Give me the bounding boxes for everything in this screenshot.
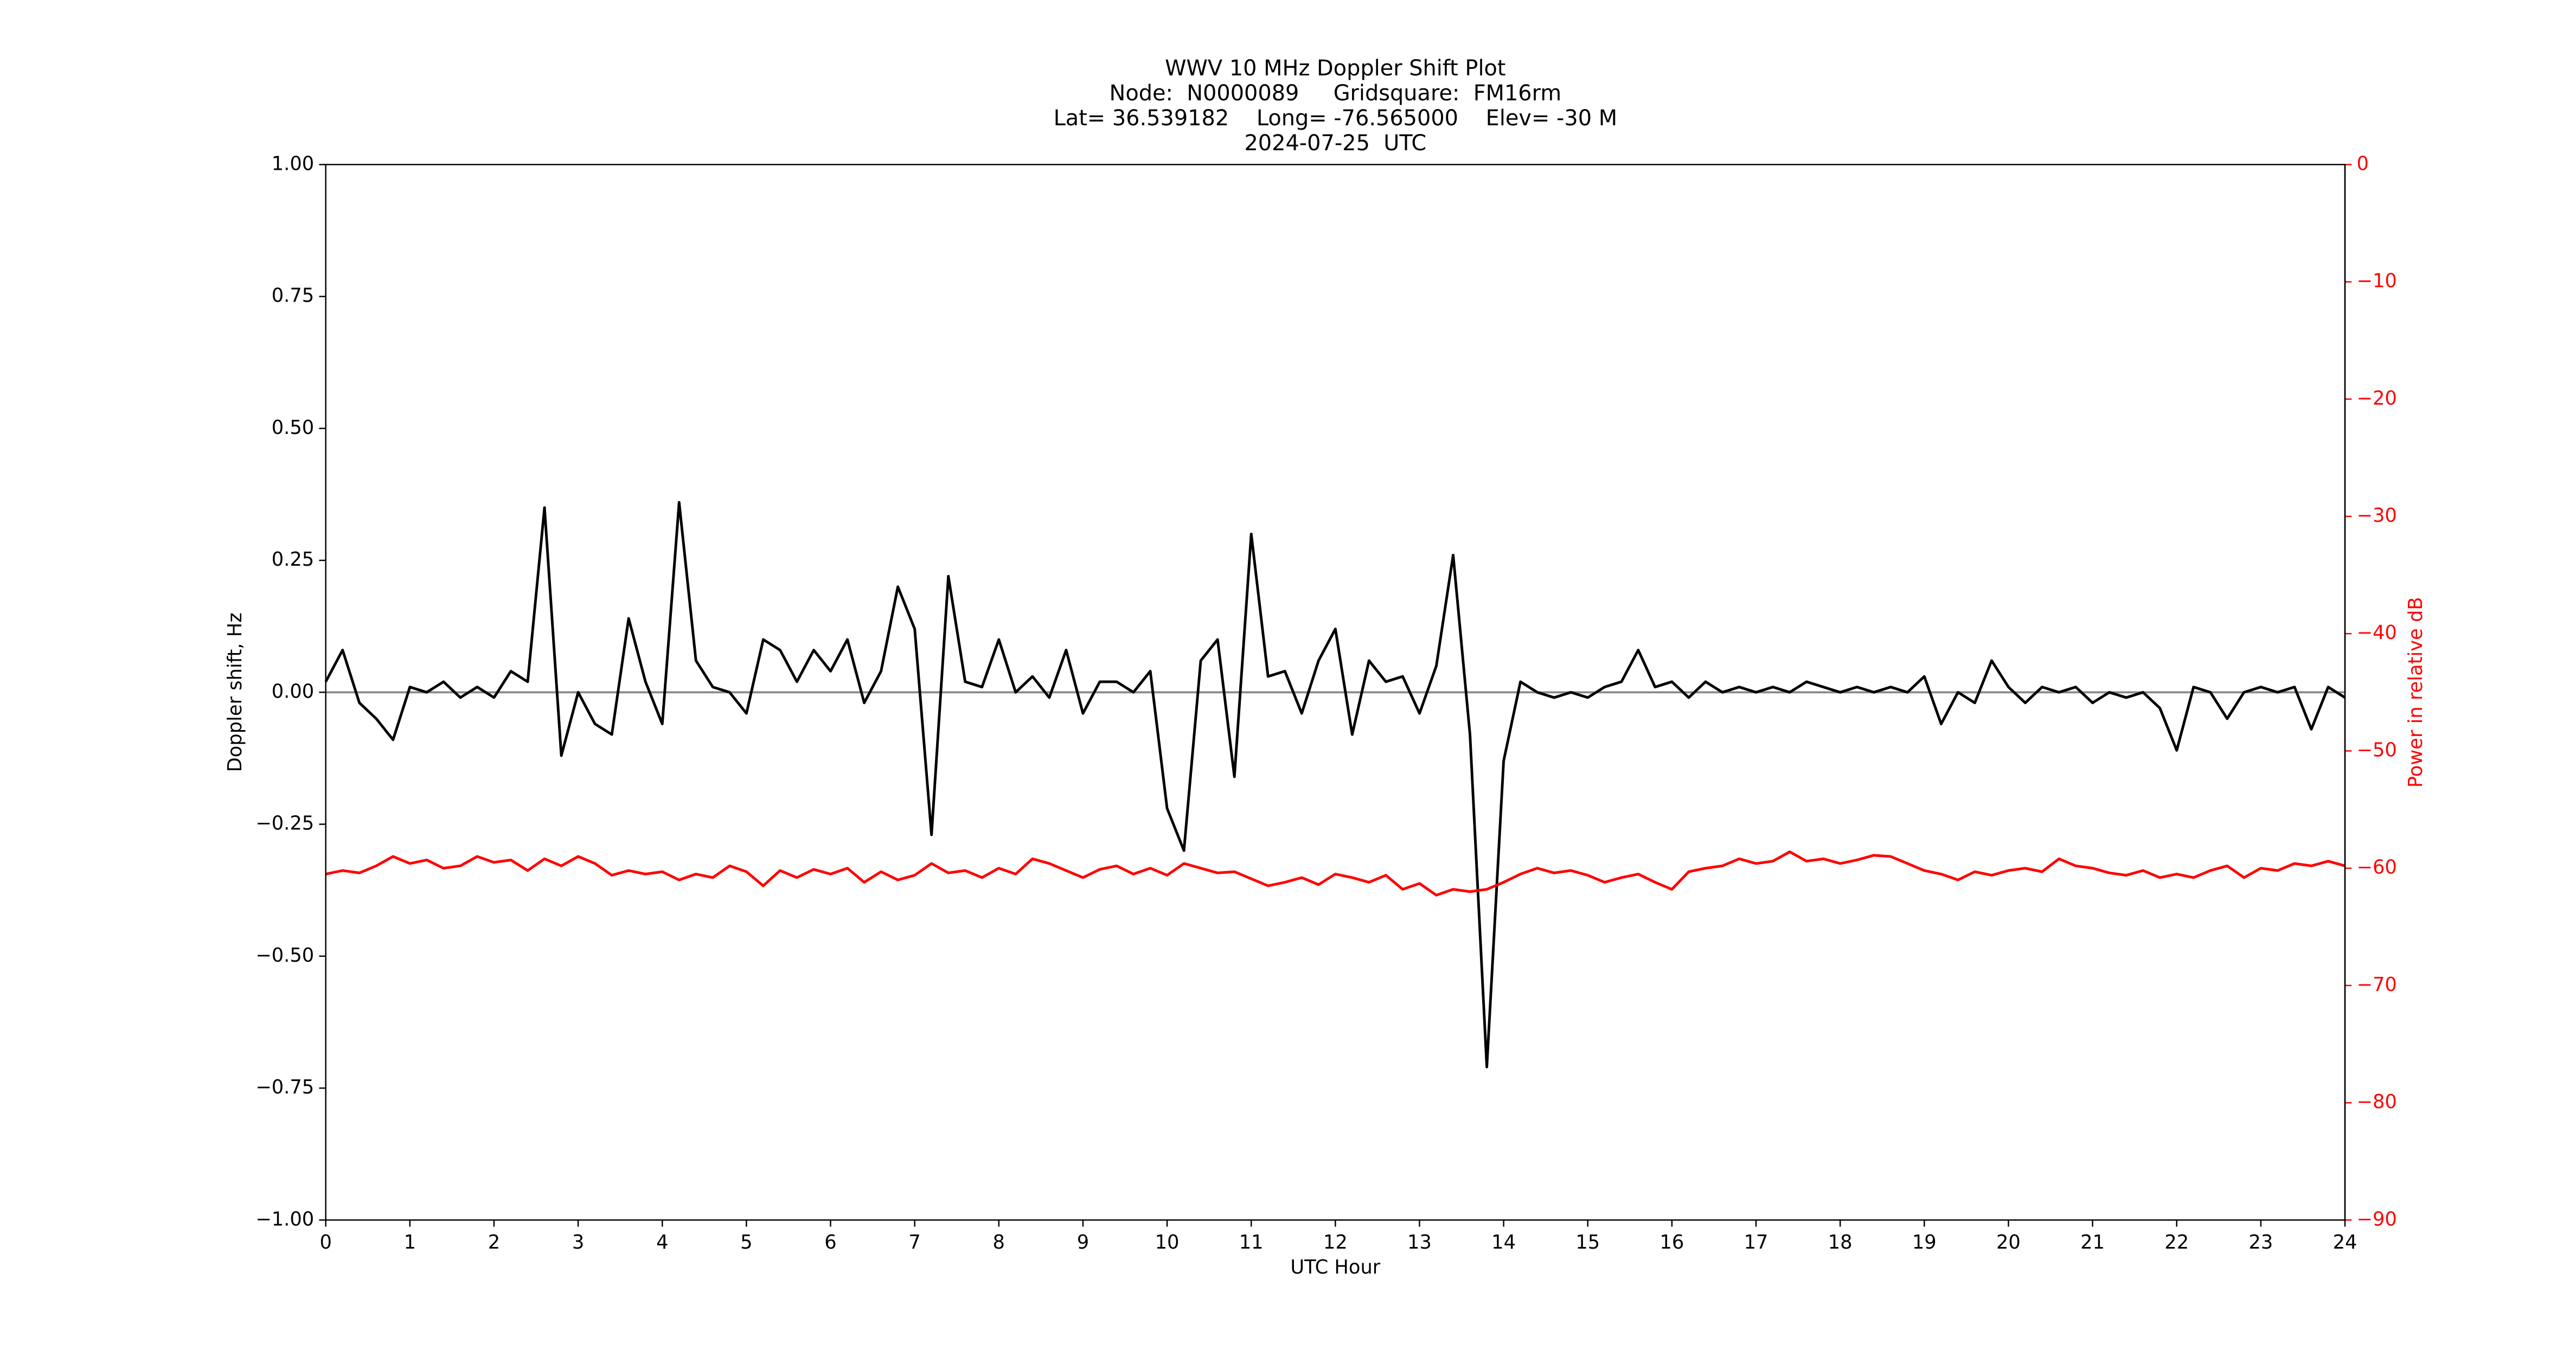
x-tick-label: 17: [1744, 1231, 1768, 1253]
data-line: [324, 501, 2346, 1069]
data-line: [325, 850, 2346, 897]
y-tick-label: −1.00: [255, 1208, 314, 1230]
y-tick-label: 0.00: [272, 680, 314, 702]
y-tick-label: 1.00: [272, 152, 314, 175]
y2-tick-label: −90: [2356, 1208, 2396, 1230]
x-axis-label: UTC Hour: [1290, 1256, 1380, 1278]
chart-title: 2024-07-25 UTC: [1244, 131, 1426, 156]
x-tick-label: 6: [824, 1231, 836, 1253]
y-axis-label: Doppler shift, Hz: [224, 612, 246, 772]
x-tick-label: 1: [404, 1231, 416, 1253]
x-tick-label: 4: [656, 1231, 668, 1253]
y2-tick-label: −60: [2356, 856, 2396, 879]
y2-tick-label: −70: [2356, 974, 2396, 996]
x-tick-label: 2: [488, 1231, 500, 1253]
y2-tick-label: −80: [2356, 1091, 2396, 1113]
x-tick-label: 21: [2080, 1231, 2105, 1253]
y2-tick-label: 0: [2356, 152, 2368, 175]
x-tick-label: 8: [993, 1231, 1005, 1253]
x-tick-label: 20: [1996, 1231, 2021, 1253]
chart-title: WWV 10 MHz Doppler Shift Plot: [1165, 56, 1505, 81]
y2-tick-label: −30: [2356, 504, 2396, 527]
y-tick-label: −0.25: [255, 813, 314, 835]
x-tick-label: 7: [908, 1231, 920, 1253]
y2-tick-label: −20: [2356, 387, 2396, 410]
x-tick-label: 13: [1407, 1231, 1432, 1253]
x-tick-label: 3: [572, 1231, 584, 1253]
y-tick-label: 0.50: [272, 417, 314, 439]
x-tick-label: 12: [1323, 1231, 1348, 1253]
x-tick-label: 15: [1575, 1231, 1600, 1253]
x-tick-label: 5: [740, 1231, 752, 1253]
x-tick-label: 10: [1155, 1231, 1180, 1253]
y2-axis-label: Power in relative dB: [2405, 597, 2427, 788]
x-tick-label: 11: [1239, 1231, 1264, 1253]
chart-title: Lat= 36.539182 Long= -76.565000 Elev= -3…: [1054, 106, 1617, 131]
x-tick-label: 16: [1659, 1231, 1684, 1253]
x-tick-label: 9: [1077, 1231, 1089, 1253]
y-tick-label: 0.25: [272, 548, 314, 571]
x-tick-label: 18: [1828, 1231, 1853, 1253]
y-tick-label: −0.50: [255, 944, 314, 967]
y2-tick-label: −10: [2356, 270, 2396, 292]
y2-tick-label: −50: [2356, 739, 2396, 761]
y-tick-label: −0.75: [255, 1076, 314, 1098]
y-tick-label: 0.75: [272, 285, 314, 307]
chart-title: Node: N0000089 Gridsquare: FM16rm: [1110, 81, 1562, 106]
x-tick-label: 14: [1491, 1231, 1516, 1253]
x-tick-label: 23: [2248, 1231, 2273, 1253]
x-tick-label: 19: [1912, 1231, 1937, 1253]
y2-tick-label: −40: [2356, 622, 2396, 644]
x-tick-label: 0: [319, 1231, 331, 1253]
x-tick-label: 24: [2333, 1231, 2357, 1253]
x-tick-label: 22: [2164, 1231, 2189, 1253]
